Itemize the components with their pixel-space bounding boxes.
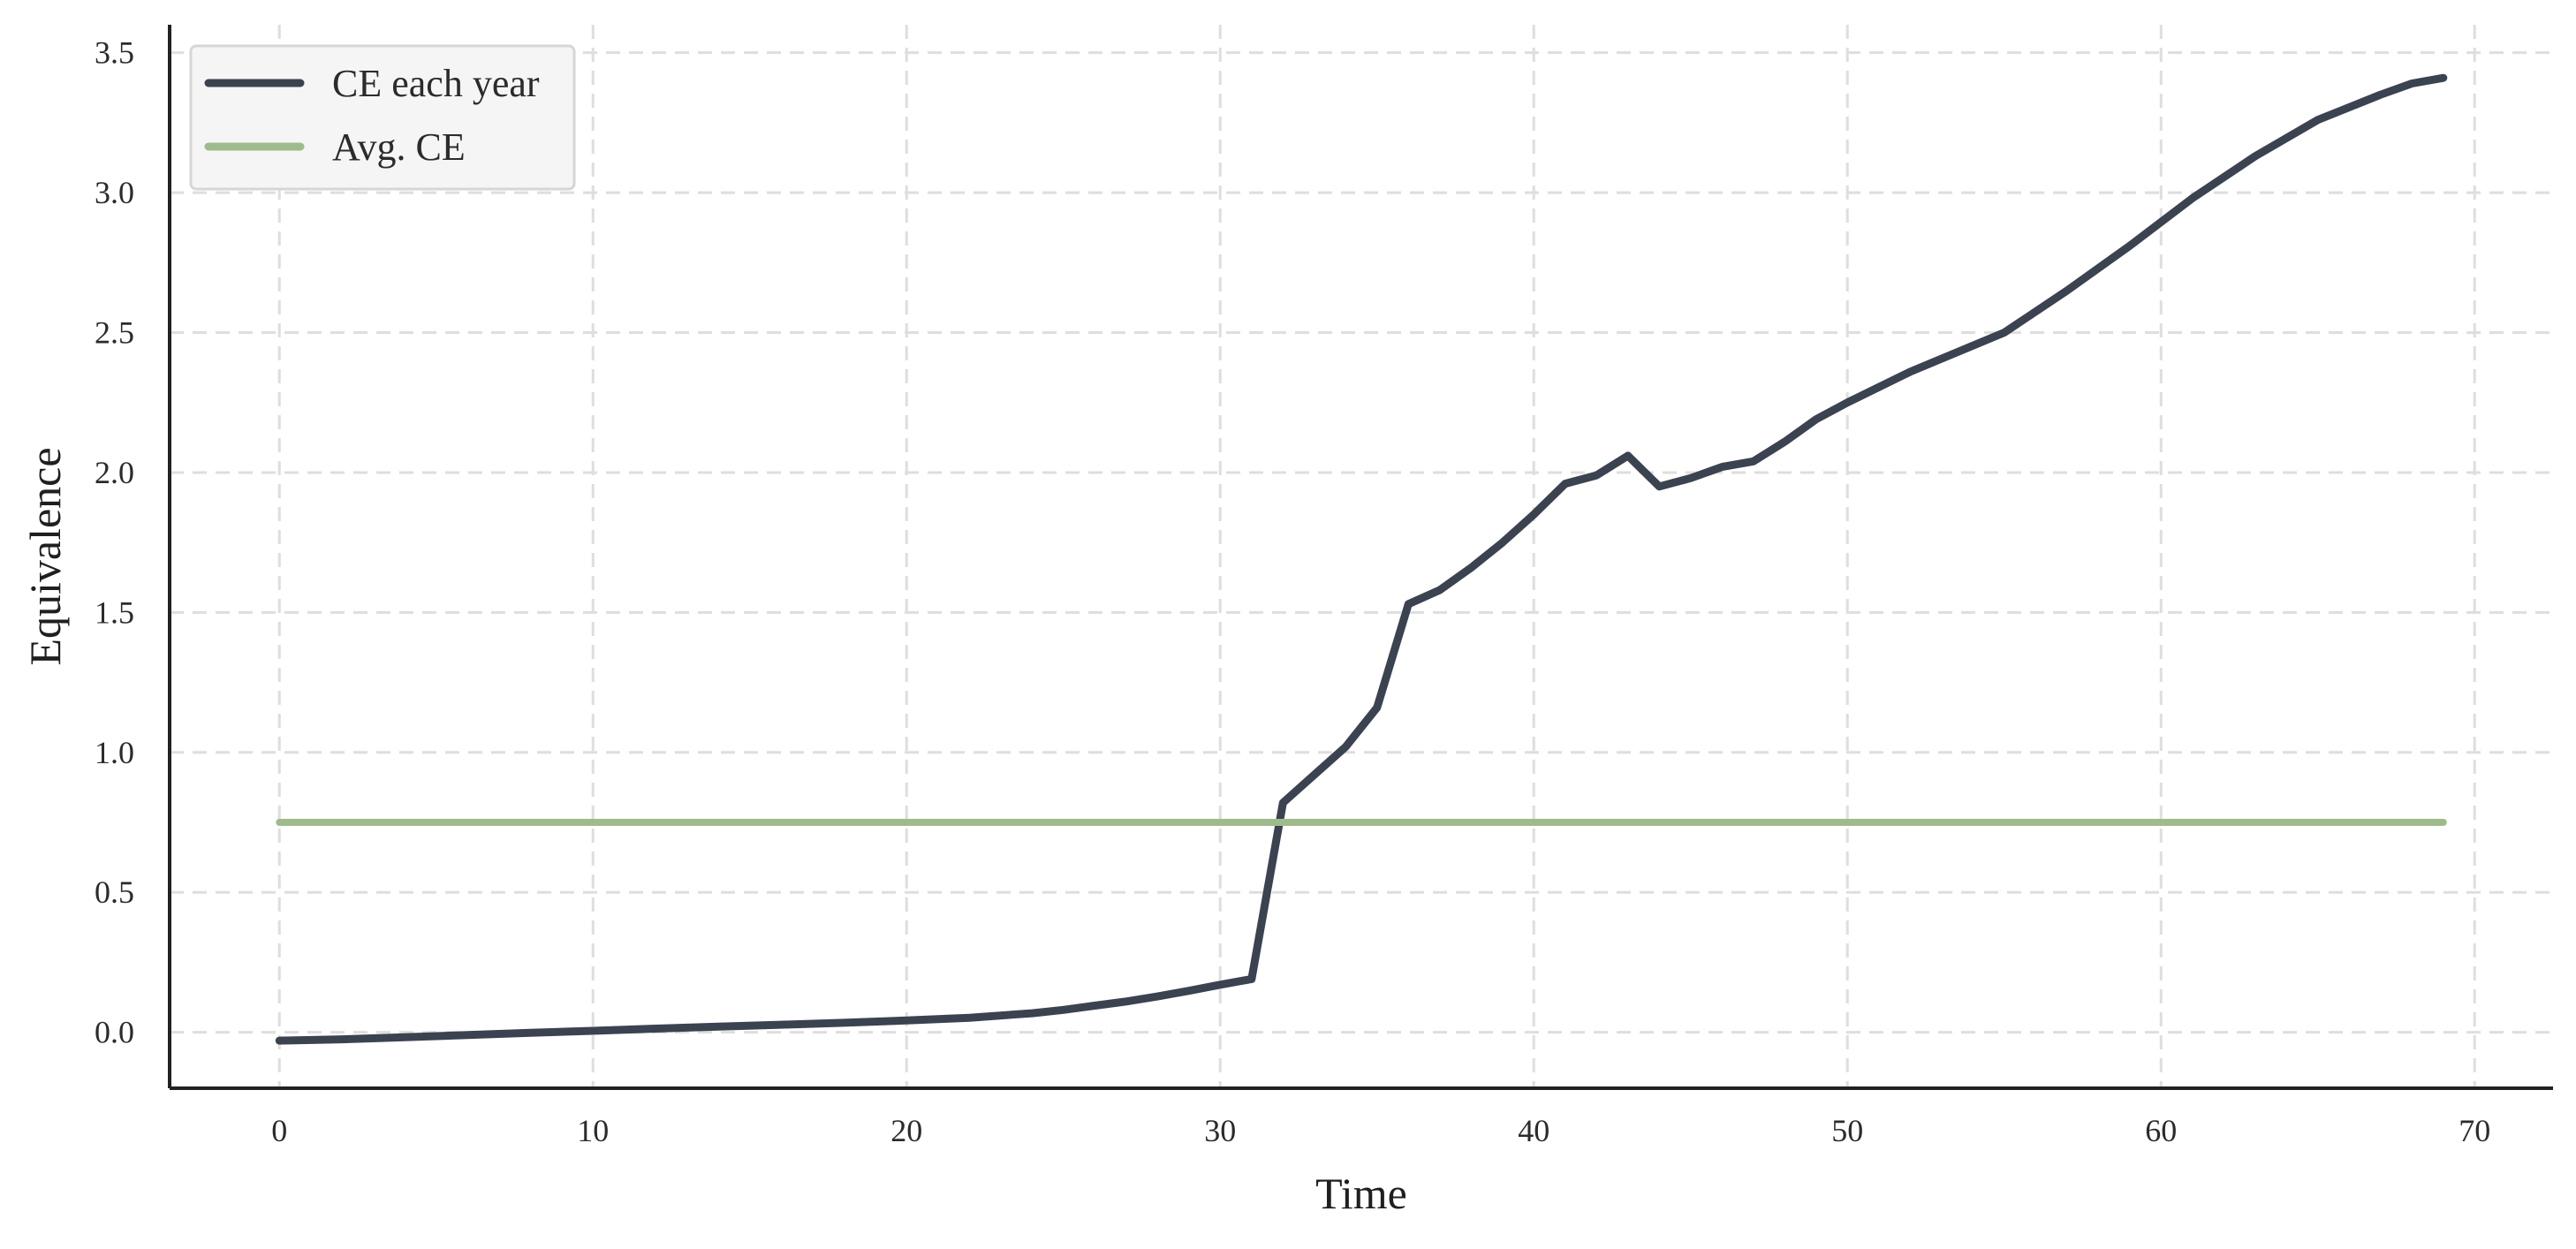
y-tick-label: 1.0 bbox=[95, 735, 134, 770]
legend: CE each year Avg. CE bbox=[189, 44, 576, 191]
series-line-ce-each-year bbox=[275, 73, 2448, 1045]
x-axis-title: Time bbox=[1315, 1169, 1407, 1218]
y-tick-label: 1.5 bbox=[95, 594, 134, 630]
x-tick-labels: 0 10 20 30 40 50 60 70 bbox=[271, 1113, 2490, 1148]
x-tick-label: 70 bbox=[2459, 1113, 2490, 1148]
x-tick-label: 60 bbox=[2145, 1113, 2177, 1148]
x-tick-label: 40 bbox=[1518, 1113, 1549, 1148]
legend-label-ce-each-year: CE each year bbox=[332, 62, 540, 105]
x-tick-label: 20 bbox=[890, 1113, 922, 1148]
y-tick-label: 3.5 bbox=[95, 35, 134, 71]
y-tick-label: 3.0 bbox=[95, 175, 134, 210]
y-tick-label: 2.5 bbox=[95, 315, 134, 351]
x-tick-label: 30 bbox=[1204, 1113, 1236, 1148]
legend-label-avg-ce: Avg. CE bbox=[332, 125, 466, 169]
x-tick-label: 10 bbox=[577, 1113, 609, 1148]
y-tick-label: 2.0 bbox=[95, 455, 134, 490]
axes bbox=[168, 25, 2553, 1090]
y-tick-labels: 0.0 0.5 1.0 1.5 2.0 2.5 3.0 3.5 bbox=[95, 35, 134, 1050]
y-tick-label: 0.0 bbox=[95, 1015, 134, 1050]
y-axis-title: Equivalence bbox=[20, 447, 70, 665]
series-layer bbox=[275, 73, 2448, 1045]
y-tick-label: 0.5 bbox=[95, 874, 134, 910]
x-tick-label: 0 bbox=[271, 1113, 287, 1148]
x-tick-label: 50 bbox=[1831, 1113, 1863, 1148]
